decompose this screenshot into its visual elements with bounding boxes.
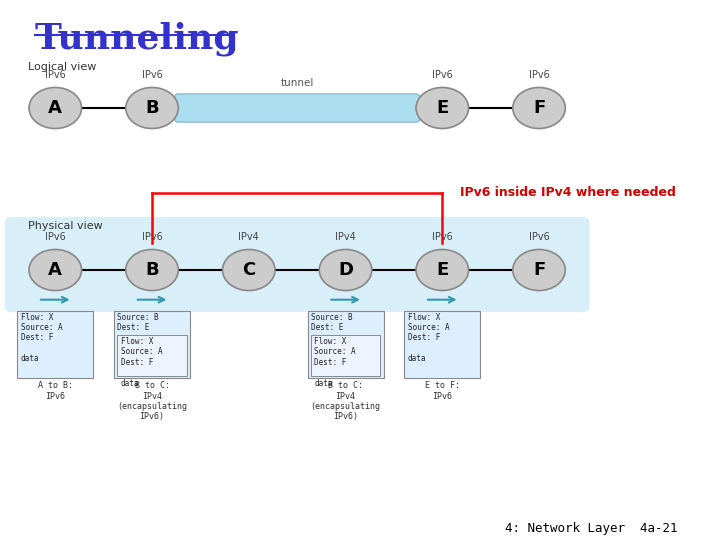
Circle shape — [222, 249, 275, 291]
Text: E to F:
IPv6: E to F: IPv6 — [425, 381, 460, 401]
Circle shape — [513, 249, 565, 291]
Circle shape — [29, 87, 81, 129]
Text: E: E — [436, 99, 449, 117]
FancyBboxPatch shape — [117, 335, 186, 376]
Text: Source: B
Dest: E: Source: B Dest: E — [311, 313, 353, 332]
Text: Physical view: Physical view — [27, 221, 102, 231]
Circle shape — [416, 249, 469, 291]
Text: IPv6: IPv6 — [142, 70, 163, 80]
Text: B to C:
IPv4
(encapsulating
IPv6): B to C: IPv4 (encapsulating IPv6) — [310, 381, 381, 421]
Text: Logical view: Logical view — [27, 63, 96, 72]
Text: 4: Network Layer  4a-21: 4: Network Layer 4a-21 — [505, 522, 678, 535]
Text: F: F — [533, 99, 545, 117]
Text: D: D — [338, 261, 353, 279]
FancyBboxPatch shape — [114, 310, 190, 378]
FancyBboxPatch shape — [404, 310, 480, 378]
Text: A: A — [48, 99, 62, 117]
Text: IPv6: IPv6 — [432, 232, 453, 242]
Text: IPv6: IPv6 — [528, 70, 549, 80]
Circle shape — [513, 87, 565, 129]
Text: B: B — [145, 99, 159, 117]
FancyBboxPatch shape — [311, 335, 380, 376]
Text: A: A — [48, 261, 62, 279]
Text: F: F — [533, 261, 545, 279]
Text: IPv4: IPv4 — [238, 232, 259, 242]
Text: IPv6: IPv6 — [528, 232, 549, 242]
Text: C: C — [242, 261, 256, 279]
Text: Source: B
Dest: E: Source: B Dest: E — [117, 313, 159, 332]
Text: B: B — [145, 261, 159, 279]
Text: Tunneling: Tunneling — [35, 22, 239, 56]
Text: IPv6: IPv6 — [45, 232, 66, 242]
FancyBboxPatch shape — [17, 310, 94, 378]
Text: Flow: X
Source: A
Dest: F

data: Flow: X Source: A Dest: F data — [21, 313, 63, 363]
Text: IPv4: IPv4 — [335, 232, 356, 242]
Text: A to B:
IPv6: A to B: IPv6 — [37, 381, 73, 401]
Text: B to C:
IPv4
(encapsulating
IPv6): B to C: IPv4 (encapsulating IPv6) — [117, 381, 187, 421]
Circle shape — [126, 249, 179, 291]
Text: IPv6: IPv6 — [432, 70, 453, 80]
Circle shape — [126, 87, 179, 129]
Text: IPv6 inside IPv4 where needed: IPv6 inside IPv4 where needed — [459, 186, 675, 199]
Text: tunnel: tunnel — [281, 78, 314, 88]
Text: E: E — [436, 261, 449, 279]
FancyBboxPatch shape — [175, 94, 420, 122]
Circle shape — [29, 249, 81, 291]
Text: Flow: X
Source: A
Dest: F

data: Flow: X Source: A Dest: F data — [121, 337, 163, 388]
FancyBboxPatch shape — [5, 217, 590, 312]
Circle shape — [416, 87, 469, 129]
Text: IPv6: IPv6 — [45, 70, 66, 80]
Text: IPv6: IPv6 — [142, 232, 163, 242]
Text: Flow: X
Source: A
Dest: F

data: Flow: X Source: A Dest: F data — [315, 337, 356, 388]
FancyBboxPatch shape — [307, 310, 384, 378]
Text: Flow: X
Source: A
Dest: F

data: Flow: X Source: A Dest: F data — [408, 313, 449, 363]
Circle shape — [319, 249, 372, 291]
